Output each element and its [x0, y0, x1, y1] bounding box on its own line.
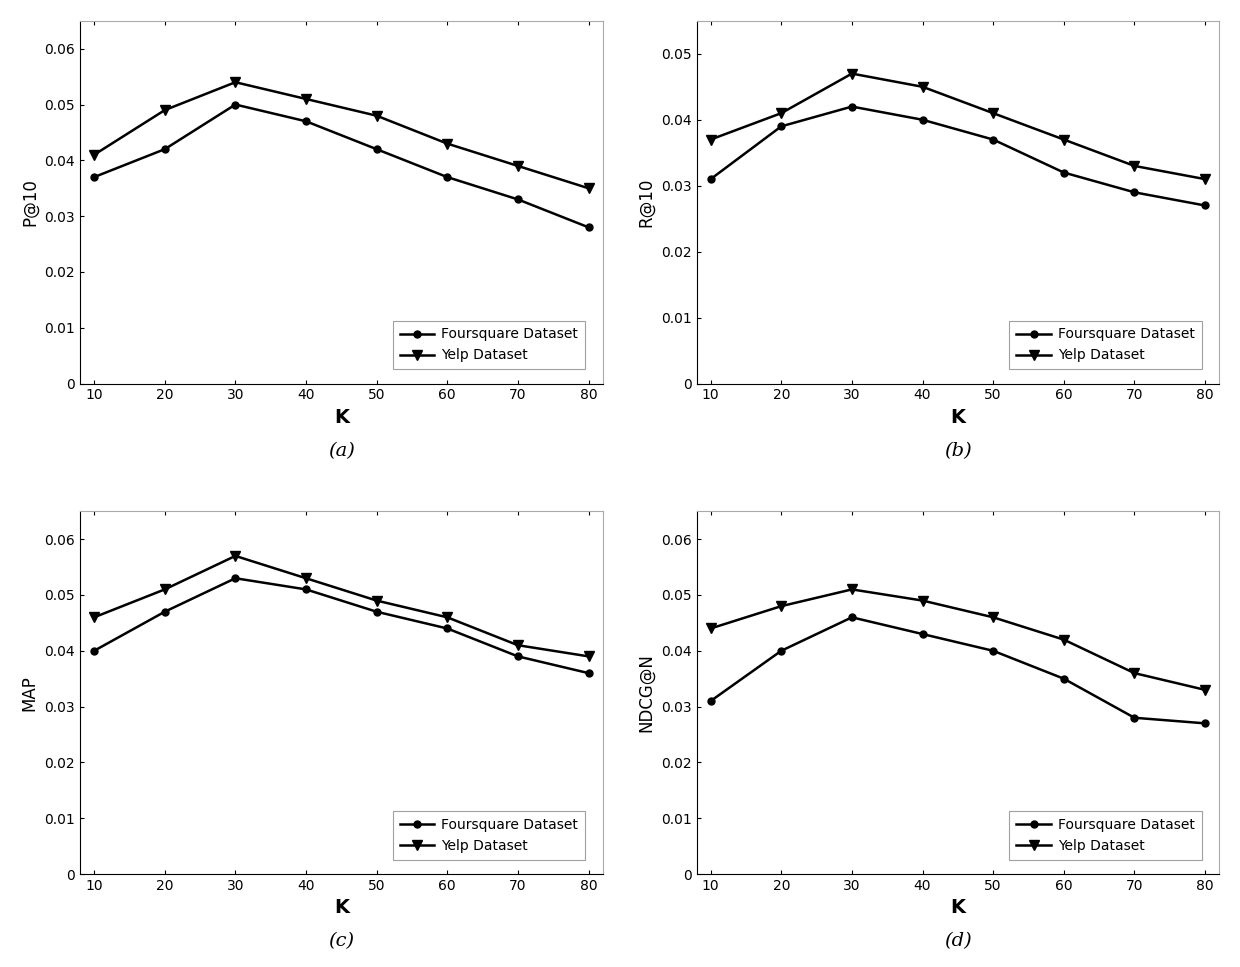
Yelp Dataset	[1056, 633, 1071, 645]
Yelp Dataset	[844, 68, 859, 79]
Legend: Foursquare Dataset, Yelp Dataset: Foursquare Dataset, Yelp Dataset	[1009, 320, 1202, 369]
Foursquare Dataset	[511, 651, 526, 662]
Foursquare Dataset	[299, 584, 314, 596]
X-axis label: K: K	[334, 898, 348, 918]
Foursquare Dataset	[703, 173, 718, 185]
Yelp Dataset	[370, 110, 384, 122]
Foursquare Dataset	[299, 115, 314, 127]
Legend: Foursquare Dataset, Yelp Dataset: Foursquare Dataset, Yelp Dataset	[393, 320, 585, 369]
Foursquare Dataset	[1127, 712, 1142, 723]
Yelp Dataset	[582, 183, 596, 194]
Foursquare Dataset	[703, 695, 718, 707]
Line: Yelp Dataset: Yelp Dataset	[89, 77, 594, 193]
Yelp Dataset	[228, 76, 243, 88]
Foursquare Dataset	[582, 221, 596, 233]
Foursquare Dataset	[157, 143, 172, 155]
Yelp Dataset	[157, 584, 172, 596]
Legend: Foursquare Dataset, Yelp Dataset: Foursquare Dataset, Yelp Dataset	[1009, 811, 1202, 860]
Foursquare Dataset	[511, 193, 526, 205]
Line: Foursquare Dataset: Foursquare Dataset	[91, 574, 591, 677]
Yelp Dataset	[582, 651, 596, 662]
Yelp Dataset	[1127, 667, 1142, 679]
Foursquare Dataset	[1056, 673, 1071, 685]
Foursquare Dataset	[440, 171, 455, 183]
Line: Yelp Dataset: Yelp Dataset	[706, 69, 1210, 184]
Foursquare Dataset	[986, 133, 1001, 145]
Yelp Dataset	[1198, 173, 1213, 185]
Yelp Dataset	[299, 93, 314, 104]
Yelp Dataset	[87, 149, 102, 161]
Text: (a): (a)	[327, 442, 355, 459]
Yelp Dataset	[774, 601, 789, 612]
Line: Foursquare Dataset: Foursquare Dataset	[91, 102, 591, 231]
Foursquare Dataset	[228, 572, 243, 584]
Line: Foursquare Dataset: Foursquare Dataset	[707, 103, 1209, 209]
Foursquare Dataset	[1198, 200, 1213, 212]
Yelp Dataset	[703, 133, 718, 145]
Foursquare Dataset	[370, 143, 384, 155]
Line: Yelp Dataset: Yelp Dataset	[706, 584, 1210, 694]
Yelp Dataset	[157, 104, 172, 116]
Foursquare Dataset	[915, 629, 930, 640]
X-axis label: K: K	[334, 408, 348, 427]
Foursquare Dataset	[915, 114, 930, 126]
Foursquare Dataset	[844, 611, 859, 623]
Y-axis label: NDCG@N: NDCG@N	[637, 654, 656, 732]
Foursquare Dataset	[87, 645, 102, 657]
Foursquare Dataset	[87, 171, 102, 183]
Yelp Dataset	[703, 623, 718, 634]
Foursquare Dataset	[844, 101, 859, 112]
Foursquare Dataset	[440, 623, 455, 634]
Foursquare Dataset	[228, 99, 243, 110]
Yelp Dataset	[1127, 161, 1142, 172]
Yelp Dataset	[511, 639, 526, 651]
Y-axis label: MAP: MAP	[21, 675, 38, 711]
Text: (c): (c)	[329, 932, 355, 950]
Yelp Dataset	[228, 550, 243, 562]
Foursquare Dataset	[582, 667, 596, 679]
Line: Foursquare Dataset: Foursquare Dataset	[707, 614, 1209, 727]
Foursquare Dataset	[986, 645, 1001, 657]
Yelp Dataset	[440, 138, 455, 150]
Foursquare Dataset	[1056, 166, 1071, 178]
Yelp Dataset	[1198, 684, 1213, 695]
Text: (d): (d)	[944, 932, 972, 950]
Foursquare Dataset	[370, 606, 384, 618]
Yelp Dataset	[915, 595, 930, 606]
Yelp Dataset	[511, 161, 526, 172]
Foursquare Dataset	[1127, 187, 1142, 198]
X-axis label: K: K	[950, 408, 966, 427]
Line: Yelp Dataset: Yelp Dataset	[89, 551, 594, 661]
Yelp Dataset	[440, 611, 455, 623]
Y-axis label: P@10: P@10	[21, 178, 38, 226]
Yelp Dataset	[1056, 133, 1071, 145]
Yelp Dataset	[986, 107, 1001, 119]
Foursquare Dataset	[1198, 718, 1213, 729]
Foursquare Dataset	[157, 606, 172, 618]
Legend: Foursquare Dataset, Yelp Dataset: Foursquare Dataset, Yelp Dataset	[393, 811, 585, 860]
Foursquare Dataset	[774, 645, 789, 657]
Yelp Dataset	[370, 595, 384, 606]
X-axis label: K: K	[950, 898, 966, 918]
Text: (b): (b)	[944, 442, 972, 459]
Yelp Dataset	[774, 107, 789, 119]
Yelp Dataset	[299, 572, 314, 584]
Yelp Dataset	[915, 81, 930, 93]
Foursquare Dataset	[774, 121, 789, 132]
Yelp Dataset	[87, 611, 102, 623]
Yelp Dataset	[844, 584, 859, 596]
Yelp Dataset	[986, 611, 1001, 623]
Y-axis label: R@10: R@10	[637, 178, 656, 227]
